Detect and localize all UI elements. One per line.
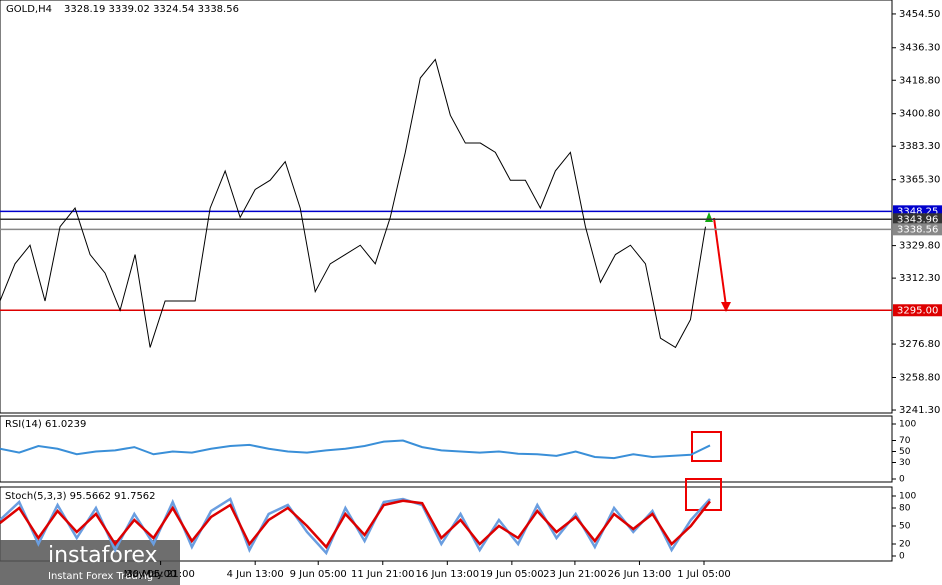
level-box — [893, 304, 942, 317]
arrow-down — [713, 217, 727, 307]
rsi-title: RSI(14) 61.0239 — [5, 419, 86, 430]
y-tick-label: 3312.30 — [899, 273, 940, 284]
y-tick-label: 3241.30 — [899, 405, 940, 416]
arrow-head — [721, 302, 731, 312]
y-tick-label: 3365.30 — [899, 175, 940, 186]
stoch-title: Stoch(5,3,3) 95.5662 91.7562 — [5, 491, 156, 502]
rsi-line — [0, 439, 711, 460]
y-tick-label: 100 — [899, 492, 916, 502]
y-tick-label: 3258.80 — [899, 373, 940, 384]
y-tick-label: 3418.80 — [899, 75, 940, 86]
x-tick-label: 30 May 21:00 — [126, 569, 195, 580]
y-tick-label: 100 — [899, 420, 916, 430]
level-box — [893, 223, 942, 236]
y-tick-label: 3454.50 — [899, 9, 940, 20]
x-tick-label: 26 Jun 13:00 — [608, 569, 672, 580]
rsi-panel — [0, 415, 893, 483]
y-tick-label: 50 — [899, 447, 911, 457]
level-label: 3338.56 — [897, 224, 938, 235]
watermark-box — [0, 540, 180, 585]
y-tick-label: 3436.30 — [899, 43, 940, 54]
symbol: GOLD,H4 — [6, 4, 52, 15]
x-tick-label: 1 Jul 05:00 — [677, 569, 731, 580]
level-box — [893, 213, 942, 226]
level-label: 3343.96 — [897, 214, 938, 225]
level-label: 3348.25 — [897, 206, 938, 217]
y-tick-label: 80 — [899, 504, 911, 514]
y-tick-label: 20 — [899, 540, 911, 550]
x-tick-label: 16 Jun 13:00 — [416, 569, 480, 580]
y-tick-label: 50 — [899, 522, 911, 532]
x-tick-label: 23 Jun 21:00 — [543, 569, 607, 580]
ohlc: 3328.19 3339.02 3324.54 3338.56 — [64, 4, 239, 15]
highlight-rsi — [691, 431, 722, 462]
y-tick-label: 0 — [899, 475, 905, 485]
main-panel — [0, 0, 893, 414]
x-tick-label: 19 Jun 05:00 — [480, 569, 544, 580]
y-tick-label: 70 — [899, 436, 911, 446]
x-tick-label: 9 Jun 05:00 — [290, 569, 347, 580]
level-label: 3295.00 — [897, 305, 938, 316]
arrow-up — [705, 212, 713, 222]
y-tick-label: 3383.30 — [899, 141, 940, 152]
y-tick-label: 3329.80 — [899, 241, 940, 252]
x-tick-label: 4 Jun 13:00 — [227, 569, 284, 580]
watermark-tagline: Instant Forex Trading — [48, 571, 153, 582]
y-tick-label: 30 — [899, 458, 911, 468]
x-tick-label: 11 Jun 21:00 — [351, 569, 415, 580]
y-tick-label: 0 — [899, 552, 905, 562]
y-tick-label: 3276.80 — [899, 339, 940, 350]
stoch-line — [0, 499, 711, 550]
stoch-panel — [0, 486, 893, 562]
price-line — [0, 58, 706, 349]
x-tick-label: May 05:00 — [124, 569, 177, 580]
y-tick-label: 3400.80 — [899, 109, 940, 120]
watermark-brand: instaforex — [48, 543, 158, 568]
